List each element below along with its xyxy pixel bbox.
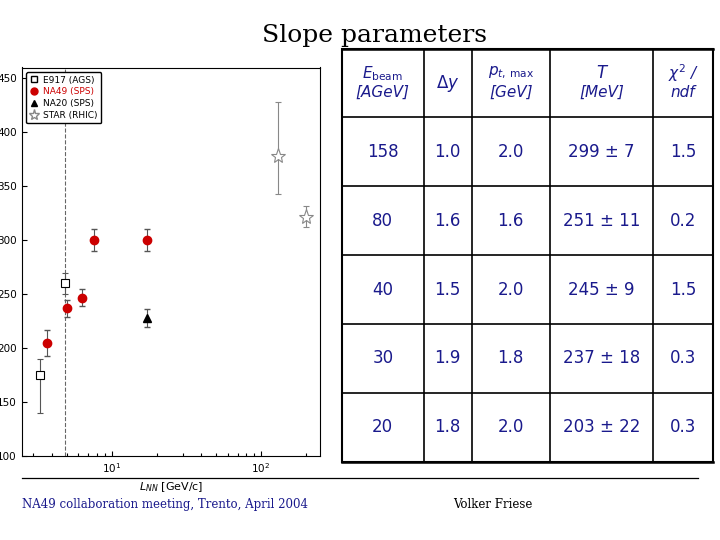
Text: $\chi^2$ /: $\chi^2$ / <box>667 63 698 84</box>
Text: 299 ± 7: 299 ± 7 <box>568 143 635 161</box>
Text: 2.0: 2.0 <box>498 418 524 436</box>
Text: 251 ± 11: 251 ± 11 <box>563 212 640 230</box>
Text: 80: 80 <box>372 212 393 230</box>
Text: 1.8: 1.8 <box>498 349 524 367</box>
Text: $\Delta y$: $\Delta y$ <box>436 72 459 93</box>
Text: T: T <box>596 64 607 82</box>
Text: 2.0: 2.0 <box>498 143 524 161</box>
Text: Volker Friese: Volker Friese <box>454 498 533 511</box>
Text: 0.3: 0.3 <box>670 349 696 367</box>
Legend: E917 (AGS), NA49 (SPS), NA20 (SPS), STAR (RHIC): E917 (AGS), NA49 (SPS), NA20 (SPS), STAR… <box>26 72 102 123</box>
Text: 20: 20 <box>372 418 393 436</box>
Text: ndf: ndf <box>671 85 696 100</box>
Text: 1.5: 1.5 <box>670 143 696 161</box>
Text: 1.5: 1.5 <box>434 281 461 299</box>
Text: 237 ± 18: 237 ± 18 <box>563 349 640 367</box>
Text: 0.3: 0.3 <box>670 418 696 436</box>
Text: $p_{t,\,\rm max}$: $p_{t,\,\rm max}$ <box>487 65 534 82</box>
Text: [MeV]: [MeV] <box>579 85 624 100</box>
Text: 1.6: 1.6 <box>498 212 524 230</box>
Text: 1.0: 1.0 <box>434 143 461 161</box>
Text: NA49 collaboration meeting, Trento, April 2004: NA49 collaboration meeting, Trento, Apri… <box>22 498 307 511</box>
Text: 245 ± 9: 245 ± 9 <box>568 281 635 299</box>
Text: 2.0: 2.0 <box>498 281 524 299</box>
Text: 40: 40 <box>372 281 393 299</box>
Text: 1.8: 1.8 <box>434 418 461 436</box>
Text: 203 ± 22: 203 ± 22 <box>563 418 640 436</box>
Text: 0.2: 0.2 <box>670 212 696 230</box>
Text: Slope parameters: Slope parameters <box>262 24 487 48</box>
Text: [AGeV]: [AGeV] <box>356 85 410 100</box>
Text: 30: 30 <box>372 349 393 367</box>
Text: 1.5: 1.5 <box>670 281 696 299</box>
X-axis label: $L_{NN}$ [GeV/c]: $L_{NN}$ [GeV/c] <box>139 481 203 494</box>
Text: $E_{\rm beam}$: $E_{\rm beam}$ <box>362 64 403 83</box>
Text: 1.6: 1.6 <box>434 212 461 230</box>
Text: 158: 158 <box>367 143 399 161</box>
Text: [GeV]: [GeV] <box>489 85 533 100</box>
Text: 1.9: 1.9 <box>434 349 461 367</box>
